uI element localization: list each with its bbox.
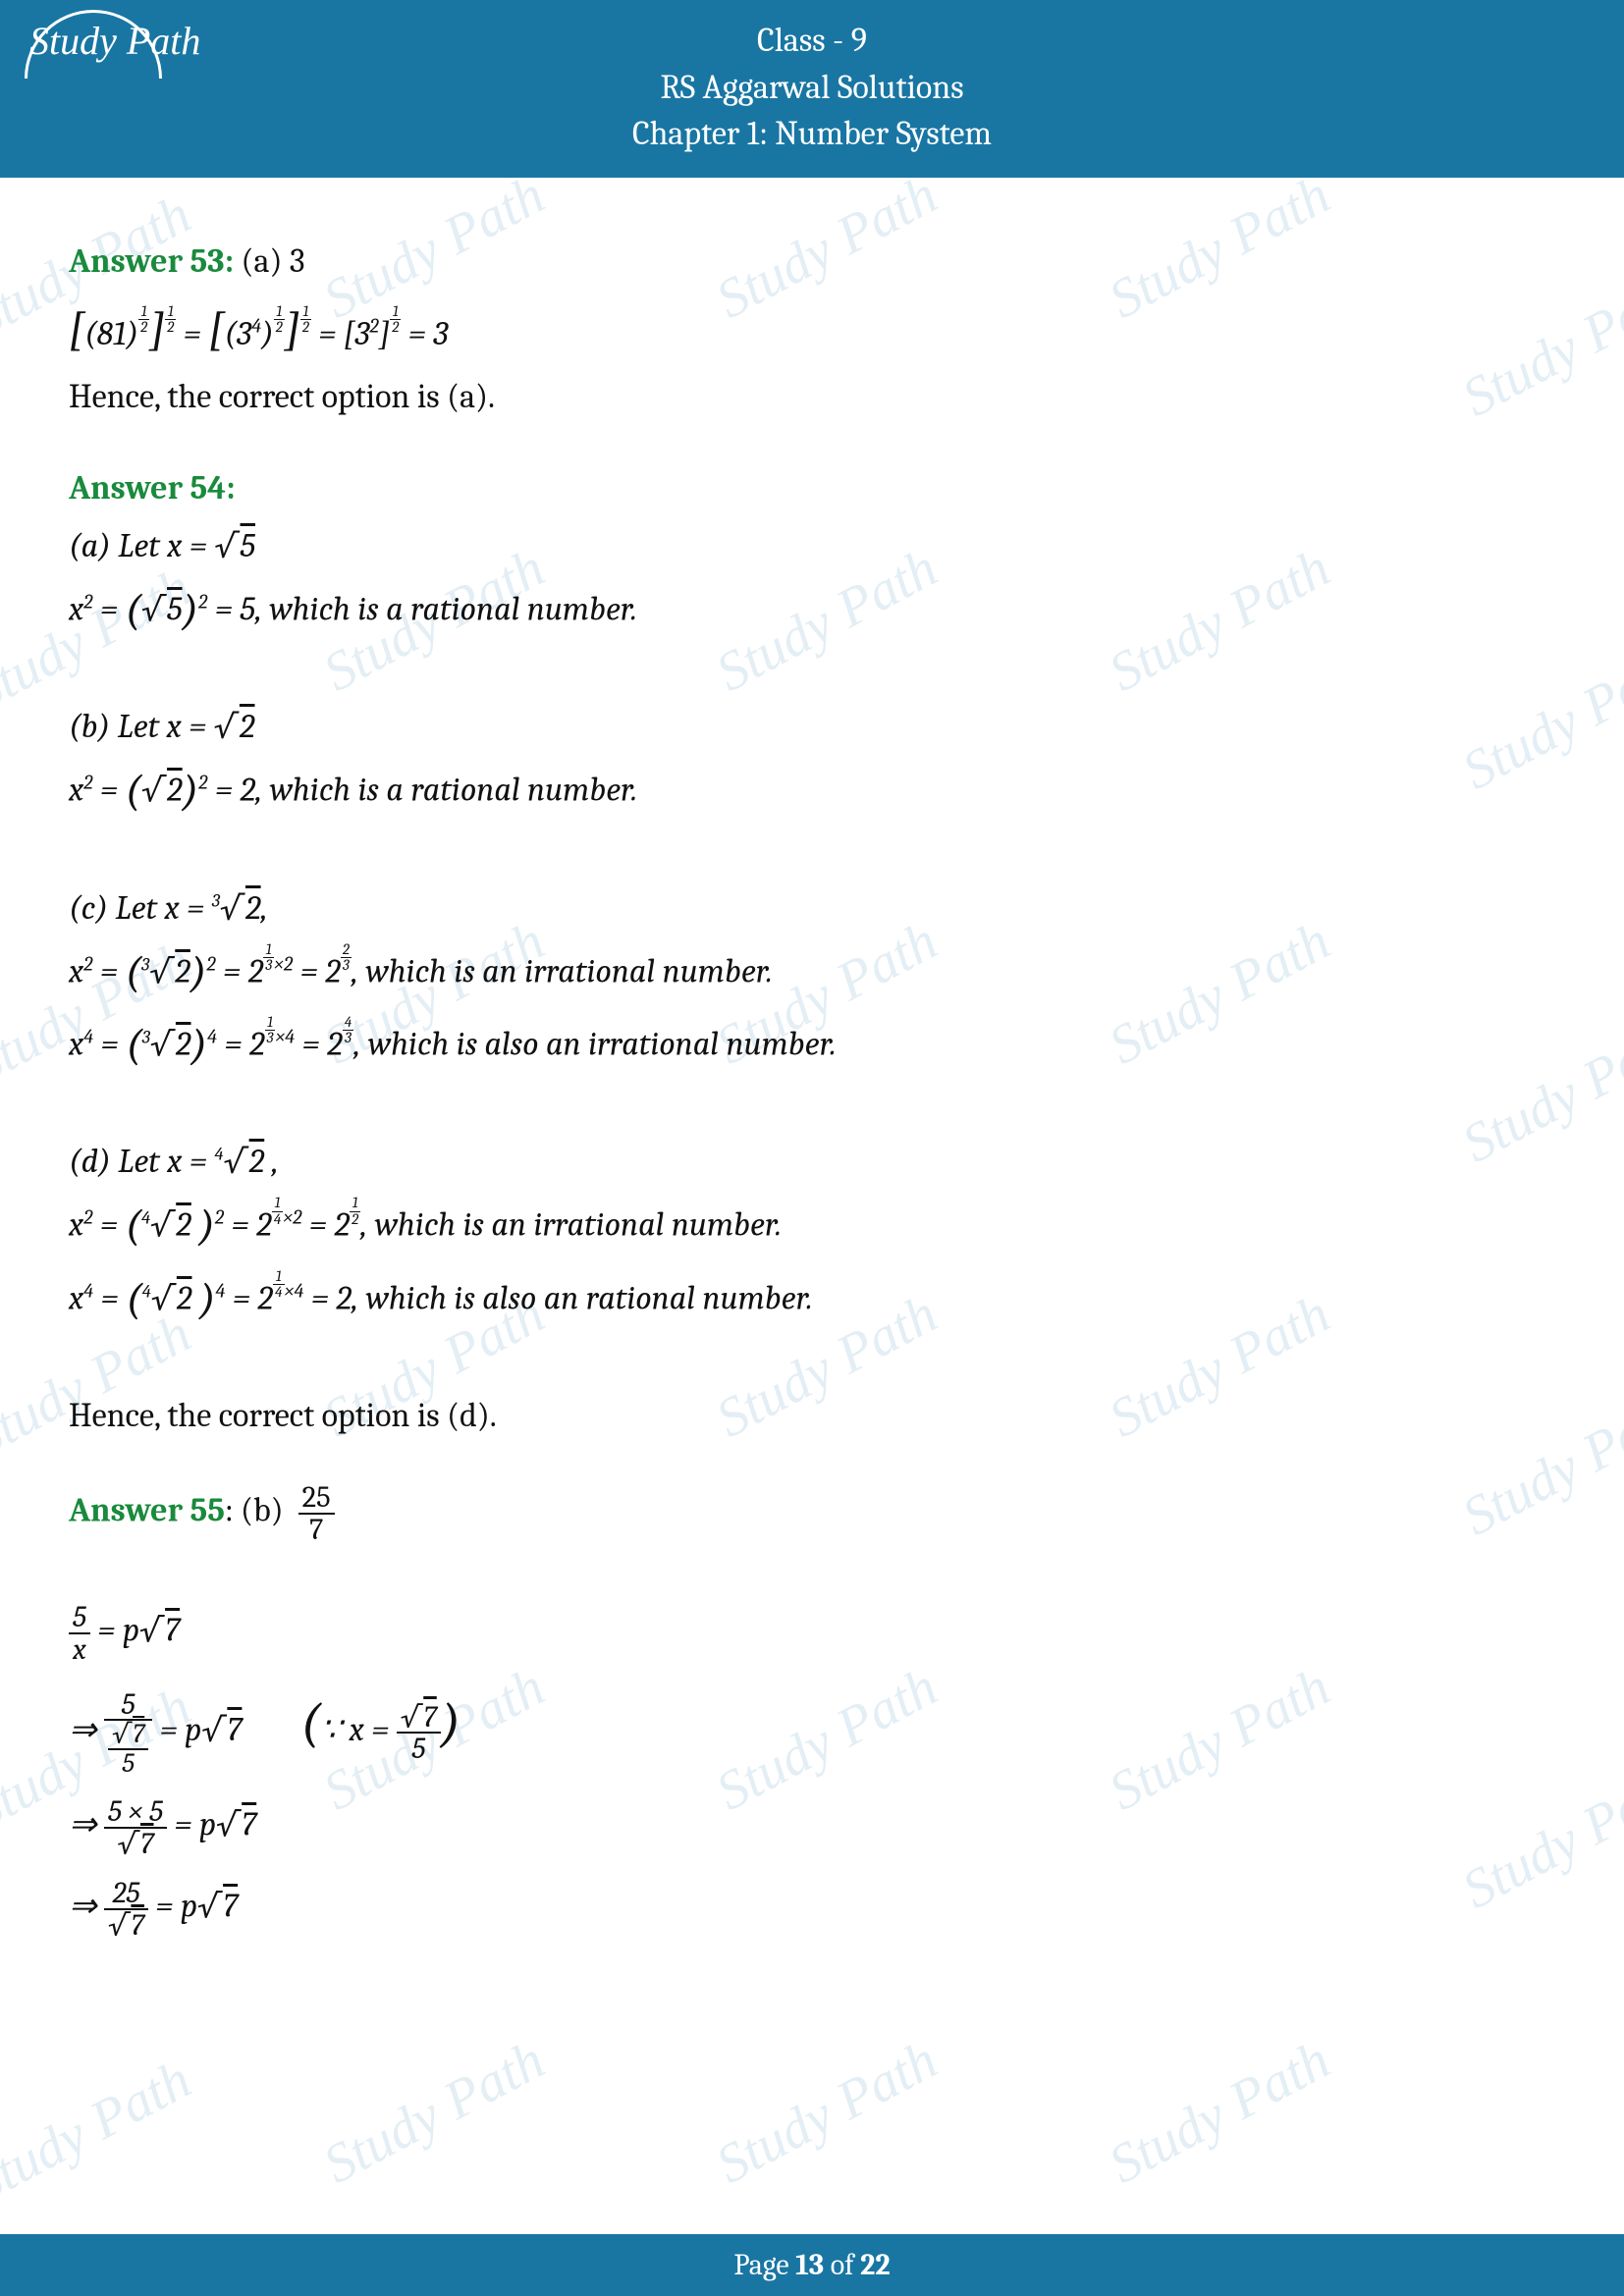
a54-c3: x4 = (3√2)4 = 213×4 = 243, which is also… xyxy=(69,1014,1555,1079)
footer-prefix: Page xyxy=(733,2248,795,2282)
answer-55: Answer 55: (b) 257 5x = p√7 ⇒ 5√75 = p√7… xyxy=(69,1482,1555,1941)
a54-d2: x2 = (4√2 )2 = 214×2 = 212, which is an … xyxy=(69,1195,1555,1259)
answer-54: Answer 54: (a) Let x = √5 x2 = (√5)2 = 5… xyxy=(69,463,1555,1441)
watermark: Study Path xyxy=(1099,2028,1340,2196)
header-book: RS Aggarwal Solutions xyxy=(0,65,1624,112)
answer-54-label: Answer 54: xyxy=(69,468,236,507)
a55-step3: ⇒ 5 × 5√7 = p√7 xyxy=(69,1796,1555,1858)
answer-53-label: Answer 53: xyxy=(69,241,234,281)
answer-55-label: Answer 55 xyxy=(69,1490,225,1529)
a54-a1: (a) Let x = √5 xyxy=(69,521,1555,571)
a55-step2: ⇒ 5√75 = p√7 (∵ x = √75) xyxy=(69,1683,1555,1777)
a55-step4: ⇒ 25√7 = p√7 xyxy=(69,1878,1555,1940)
a54-c2: x2 = (3√2)2 = 213×2 = 223, which is an i… xyxy=(69,941,1555,1006)
watermark: Study Path xyxy=(706,2028,947,2196)
page-footer: Page 13 of 22 xyxy=(0,2234,1624,2296)
watermark: Study Path xyxy=(0,2048,201,2216)
footer-of: of xyxy=(824,2248,860,2282)
page-content: Answer 53: (a) 3 [(81)12]12 = [(34)12]12… xyxy=(0,178,1624,1941)
a55-step1: 5x = p√7 xyxy=(69,1602,1555,1664)
logo-text: Study Path xyxy=(29,18,200,64)
a54-b1: (b) Let x = √2 xyxy=(69,702,1555,752)
footer-page: 13 xyxy=(795,2248,824,2282)
page-header: Study Path Class - 9 RS Aggarwal Solutio… xyxy=(0,0,1624,178)
answer-53-option: (a) 3 xyxy=(241,241,304,281)
header-chapter: Chapter 1: Number System xyxy=(0,111,1624,158)
watermark: Study Path xyxy=(313,2028,555,2196)
a54-b2: x2 = (√2)2 = 2, which is a rational numb… xyxy=(69,760,1555,825)
a54-d3: x4 = (4√2 )4 = 214×4 = 2, which is also … xyxy=(69,1268,1555,1333)
answer-53: Answer 53: (a) 3 [(81)12]12 = [(34)12]12… xyxy=(69,237,1555,422)
answer-54-conclusion: Hence, the correct option is (d). xyxy=(69,1391,1555,1441)
answer-53-equation: [(81)12]12 = [(34)12]12 = [32]12 = 3 xyxy=(69,294,1555,364)
answer-53-conclusion: Hence, the correct option is (a). xyxy=(69,372,1555,422)
footer-total: 22 xyxy=(860,2248,890,2282)
a54-a2: x2 = (√5)2 = 5, which is a rational numb… xyxy=(69,579,1555,644)
answer-55-value: 257 xyxy=(298,1482,335,1544)
answer-55-option: : (b) xyxy=(225,1490,284,1529)
a54-c1: (c) Let x = 3√2, xyxy=(69,883,1555,934)
header-class: Class - 9 xyxy=(0,18,1624,65)
a54-d1: (d) Let x = 4√2 , xyxy=(69,1137,1555,1187)
